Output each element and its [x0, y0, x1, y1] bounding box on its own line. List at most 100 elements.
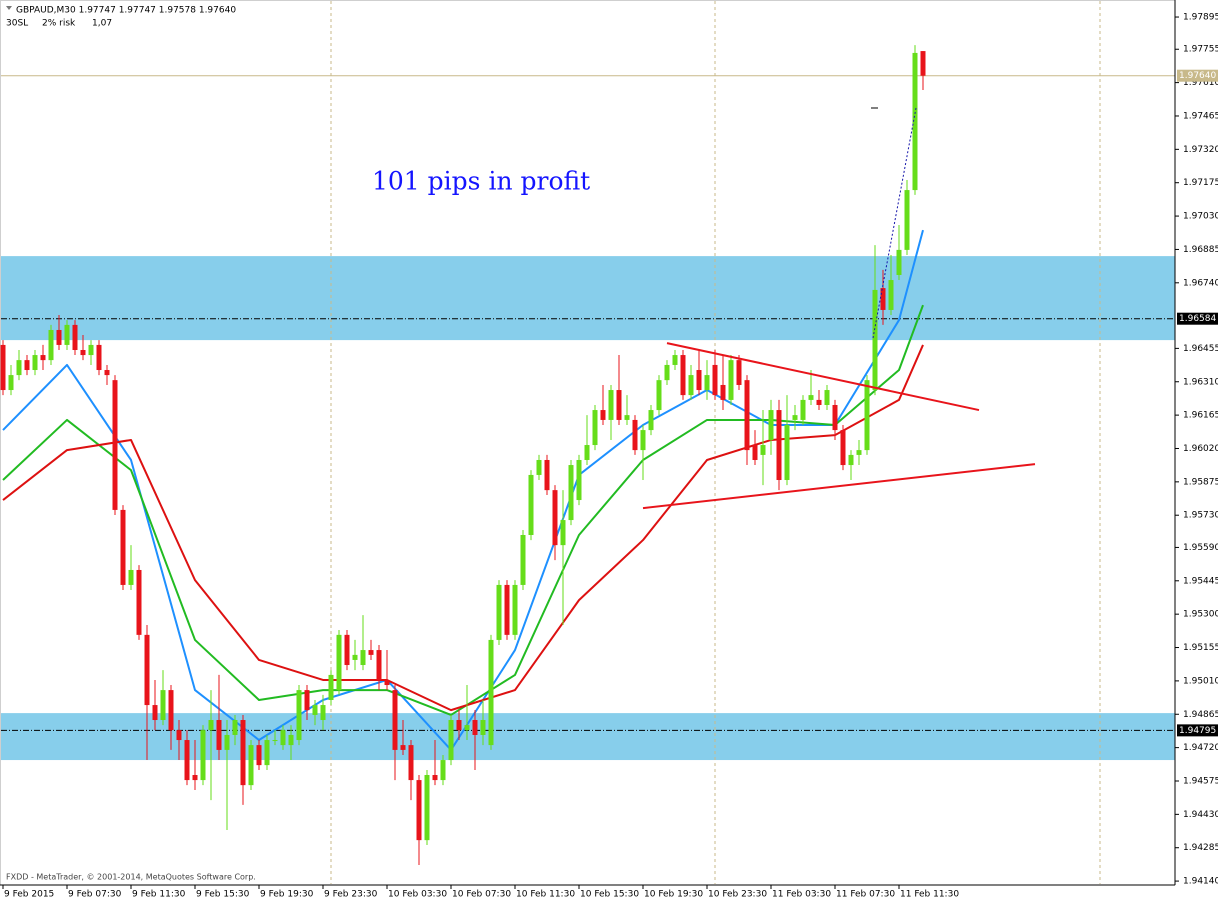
sub-header: 30SL: [6, 19, 28, 29]
candle-body: [512, 584, 518, 635]
candle-body: [440, 760, 446, 781]
candle-body: [576, 459, 582, 501]
candle-body: [304, 690, 310, 711]
candle-body: [840, 430, 846, 466]
candle-body: [192, 775, 198, 781]
candle-body: [8, 375, 14, 391]
trendlines: [642, 342, 1036, 510]
x-tick-label: 10 Feb 19:30: [644, 890, 703, 900]
x-tick-label: 11 Feb 03:30: [772, 890, 831, 900]
candle-body: [0, 344, 6, 391]
y-tick-label: 1.94430: [1183, 810, 1218, 820]
zone: [1, 713, 1175, 761]
candle-body: [648, 410, 654, 431]
y-tick-label: 1.95590: [1183, 543, 1218, 553]
candle-body: [904, 190, 910, 250]
candle-body: [592, 410, 598, 446]
candle-body: [760, 445, 766, 455]
candle-body: [112, 380, 118, 510]
price-tag-label: 1.94795: [1179, 726, 1216, 736]
candle-body: [880, 288, 886, 310]
y-tick-label: 1.96310: [1183, 377, 1218, 387]
candle-body: [344, 634, 350, 666]
candle-body: [552, 490, 558, 546]
candle-body: [376, 650, 382, 680]
candle-body: [200, 730, 206, 781]
y-tick-label: 1.94140: [1183, 877, 1218, 887]
x-tick-label: 11 Feb 07:30: [836, 890, 895, 900]
candle-body: [496, 584, 502, 640]
candle-body: [640, 430, 646, 451]
candle-body: [584, 445, 590, 460]
candle-body: [528, 474, 534, 536]
candle-body: [448, 720, 454, 761]
candle-body: [232, 720, 238, 735]
candle-body: [240, 720, 246, 786]
y-tick-label: 1.96165: [1183, 411, 1218, 421]
candle-body: [360, 650, 366, 666]
candle-body: [272, 740, 278, 742]
candle-body: [40, 355, 46, 361]
candle-body: [824, 390, 830, 405]
zones: [1, 256, 1175, 761]
x-tick-label: 11 Feb 11:30: [900, 890, 959, 900]
candle-body: [456, 720, 462, 731]
candle-body: [680, 355, 686, 396]
candle-body: [160, 690, 166, 721]
candle-body: [720, 384, 726, 400]
y-tick-label: 1.95445: [1183, 576, 1218, 586]
candle-body: [872, 289, 878, 391]
candle-body: [32, 355, 38, 371]
x-tick-label: 10 Feb 15:30: [580, 890, 639, 900]
candle-body: [632, 419, 638, 451]
y-tick-label: 1.95730: [1183, 511, 1218, 521]
candle-body: [280, 730, 286, 746]
candle-body: [24, 360, 30, 371]
trendline: [666, 342, 980, 412]
candle-body: [672, 355, 678, 365]
x-tick-label: 10 Feb 07:30: [452, 890, 511, 900]
candle-body: [256, 745, 262, 766]
candle-body: [688, 375, 694, 396]
candle-body: [784, 425, 790, 481]
candle-body: [752, 445, 758, 460]
y-tick-label: 1.96020: [1183, 444, 1218, 454]
candle-body: [472, 720, 478, 735]
candle-body: [808, 395, 814, 400]
x-tick-label: 9 Feb 23:30: [324, 890, 378, 900]
candle-body: [848, 454, 854, 466]
candle-body: [208, 720, 214, 731]
menu-triangle[interactable]: [6, 6, 12, 10]
candle-body: [120, 509, 126, 585]
y-tick-label: 1.97175: [1183, 178, 1218, 188]
candle-body: [464, 725, 470, 731]
trendline: [642, 463, 1036, 510]
y-tick-label: 1.97895: [1183, 13, 1218, 23]
candle-body: [896, 249, 902, 275]
candle-body: [176, 730, 182, 741]
trade-line: [872, 107, 917, 339]
candle-body: [568, 465, 574, 521]
axis-labels: 1.97895 1.97755 1.97610 1.97465 1.97320 1.971…: [2, 13, 1218, 900]
candle-body: [600, 410, 606, 420]
y-tick-label: 1.96740: [1183, 278, 1218, 288]
candle-body: [712, 364, 718, 396]
x-tick-label: 10 Feb 03:30: [388, 890, 447, 900]
candle-body: [168, 690, 174, 731]
candle-body: [288, 734, 294, 746]
candle-body: [72, 324, 78, 350]
candle-body: [832, 404, 838, 431]
candle-body: [384, 679, 390, 686]
price-tag: [1177, 69, 1218, 82]
sub-header: 2% risk: [42, 19, 76, 29]
levels: [1, 75, 1175, 731]
candle-body: [864, 380, 870, 451]
candle-body: [152, 705, 158, 721]
candle-body: [48, 329, 54, 361]
chart-header: GBPAUD,M30 1.97747 1.97747 1.97578 1.976…: [16, 6, 236, 16]
zone: [1, 256, 1175, 341]
candle-body: [16, 360, 22, 376]
candle-body: [296, 690, 302, 741]
y-tick-label: 1.96885: [1183, 245, 1218, 255]
candle-body: [480, 720, 486, 735]
